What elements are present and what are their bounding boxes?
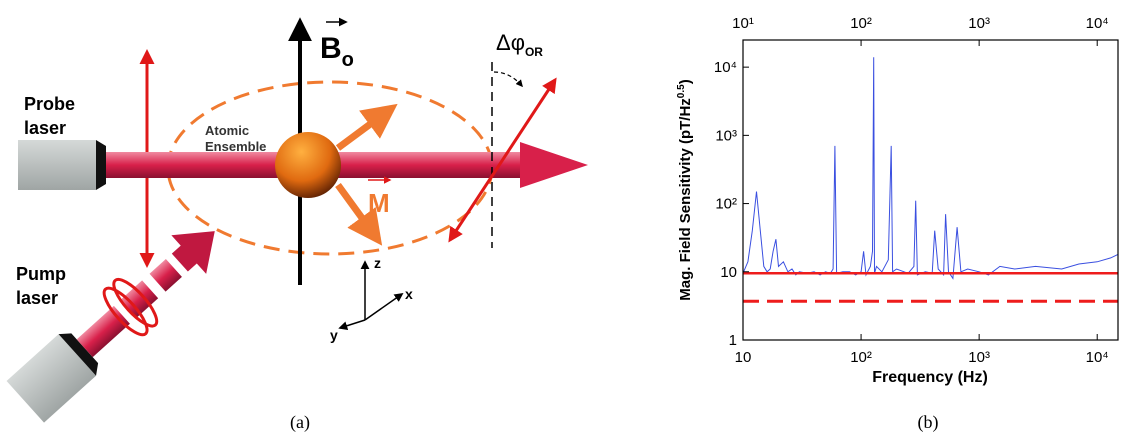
label: 0.5: [676, 84, 687, 98]
plot-frame: [742, 39, 1119, 341]
label: ): [677, 79, 694, 84]
x-tick-label: 10³: [968, 349, 990, 366]
label: Bo: [320, 32, 354, 71]
spin-arrow: [335, 103, 398, 151]
pump-laser-box: [6, 334, 97, 423]
pump-beam: [119, 280, 159, 319]
y-tick-label: 10: [720, 264, 737, 281]
y-tick-label: 10²: [715, 196, 737, 213]
rotated-polarization: [448, 77, 557, 243]
x2-tick-label: 10²: [850, 15, 872, 32]
probe-arrowhead: [520, 142, 588, 188]
label: Mag. Field Sensitivity (pT/Hz: [677, 98, 694, 301]
x-tick-label: 10: [735, 349, 752, 366]
chart: (b) Frequency (Hz) Mag. Field Sensitivit…: [676, 15, 1119, 433]
series-line: [742, 57, 1119, 280]
pump-arrowhead: [171, 231, 215, 274]
circular-polarization: [112, 277, 159, 328]
label: M: [368, 188, 390, 218]
pump-beam: [76, 305, 130, 358]
label: laser: [24, 118, 66, 138]
label: o: [342, 49, 354, 71]
label: y: [330, 327, 338, 343]
probe-laser-box: [18, 140, 96, 190]
caption: (b): [918, 412, 939, 433]
label: x: [405, 286, 413, 302]
label: laser: [16, 288, 58, 308]
x2-tick-label: 10¹: [732, 15, 754, 32]
rotation-arrow: [493, 71, 523, 88]
label: Atomic: [205, 123, 249, 138]
circular-polarization: [102, 286, 149, 337]
pump-aperture: [58, 333, 99, 376]
x2-tick-label: 10³: [968, 15, 990, 32]
pump-beam: [149, 259, 182, 292]
label: Δφ: [496, 30, 525, 55]
x-tick-label: 10²: [850, 349, 872, 366]
label: Pump: [16, 264, 66, 284]
coordinate-axes: [338, 260, 404, 331]
x2-tick-label: 10⁴: [1086, 15, 1109, 32]
atomic-ensemble: [275, 132, 341, 198]
spin-arrow: [335, 182, 383, 246]
label: ΔφOR: [496, 30, 543, 59]
diagram: Probe laser Pump laser Atomic Ensemble B…: [6, 17, 588, 433]
label: Probe: [24, 94, 75, 114]
y-tick-label: 10³: [715, 127, 737, 144]
y-tick-label: 1: [729, 332, 737, 349]
x-tick-label: 10⁴: [1086, 349, 1109, 366]
label: z: [374, 255, 381, 271]
y-tick-label: 10⁴: [714, 59, 737, 76]
x-axis-label: Frequency (Hz): [872, 369, 988, 386]
y-axis-label: Mag. Field Sensitivity (pT/Hz0.5): [676, 79, 694, 300]
label: Ensemble: [205, 139, 266, 154]
label: OR: [525, 45, 543, 59]
label: B: [320, 32, 342, 65]
caption: (a): [290, 412, 310, 433]
pump-laser: [6, 231, 215, 423]
probe-aperture: [96, 140, 106, 190]
